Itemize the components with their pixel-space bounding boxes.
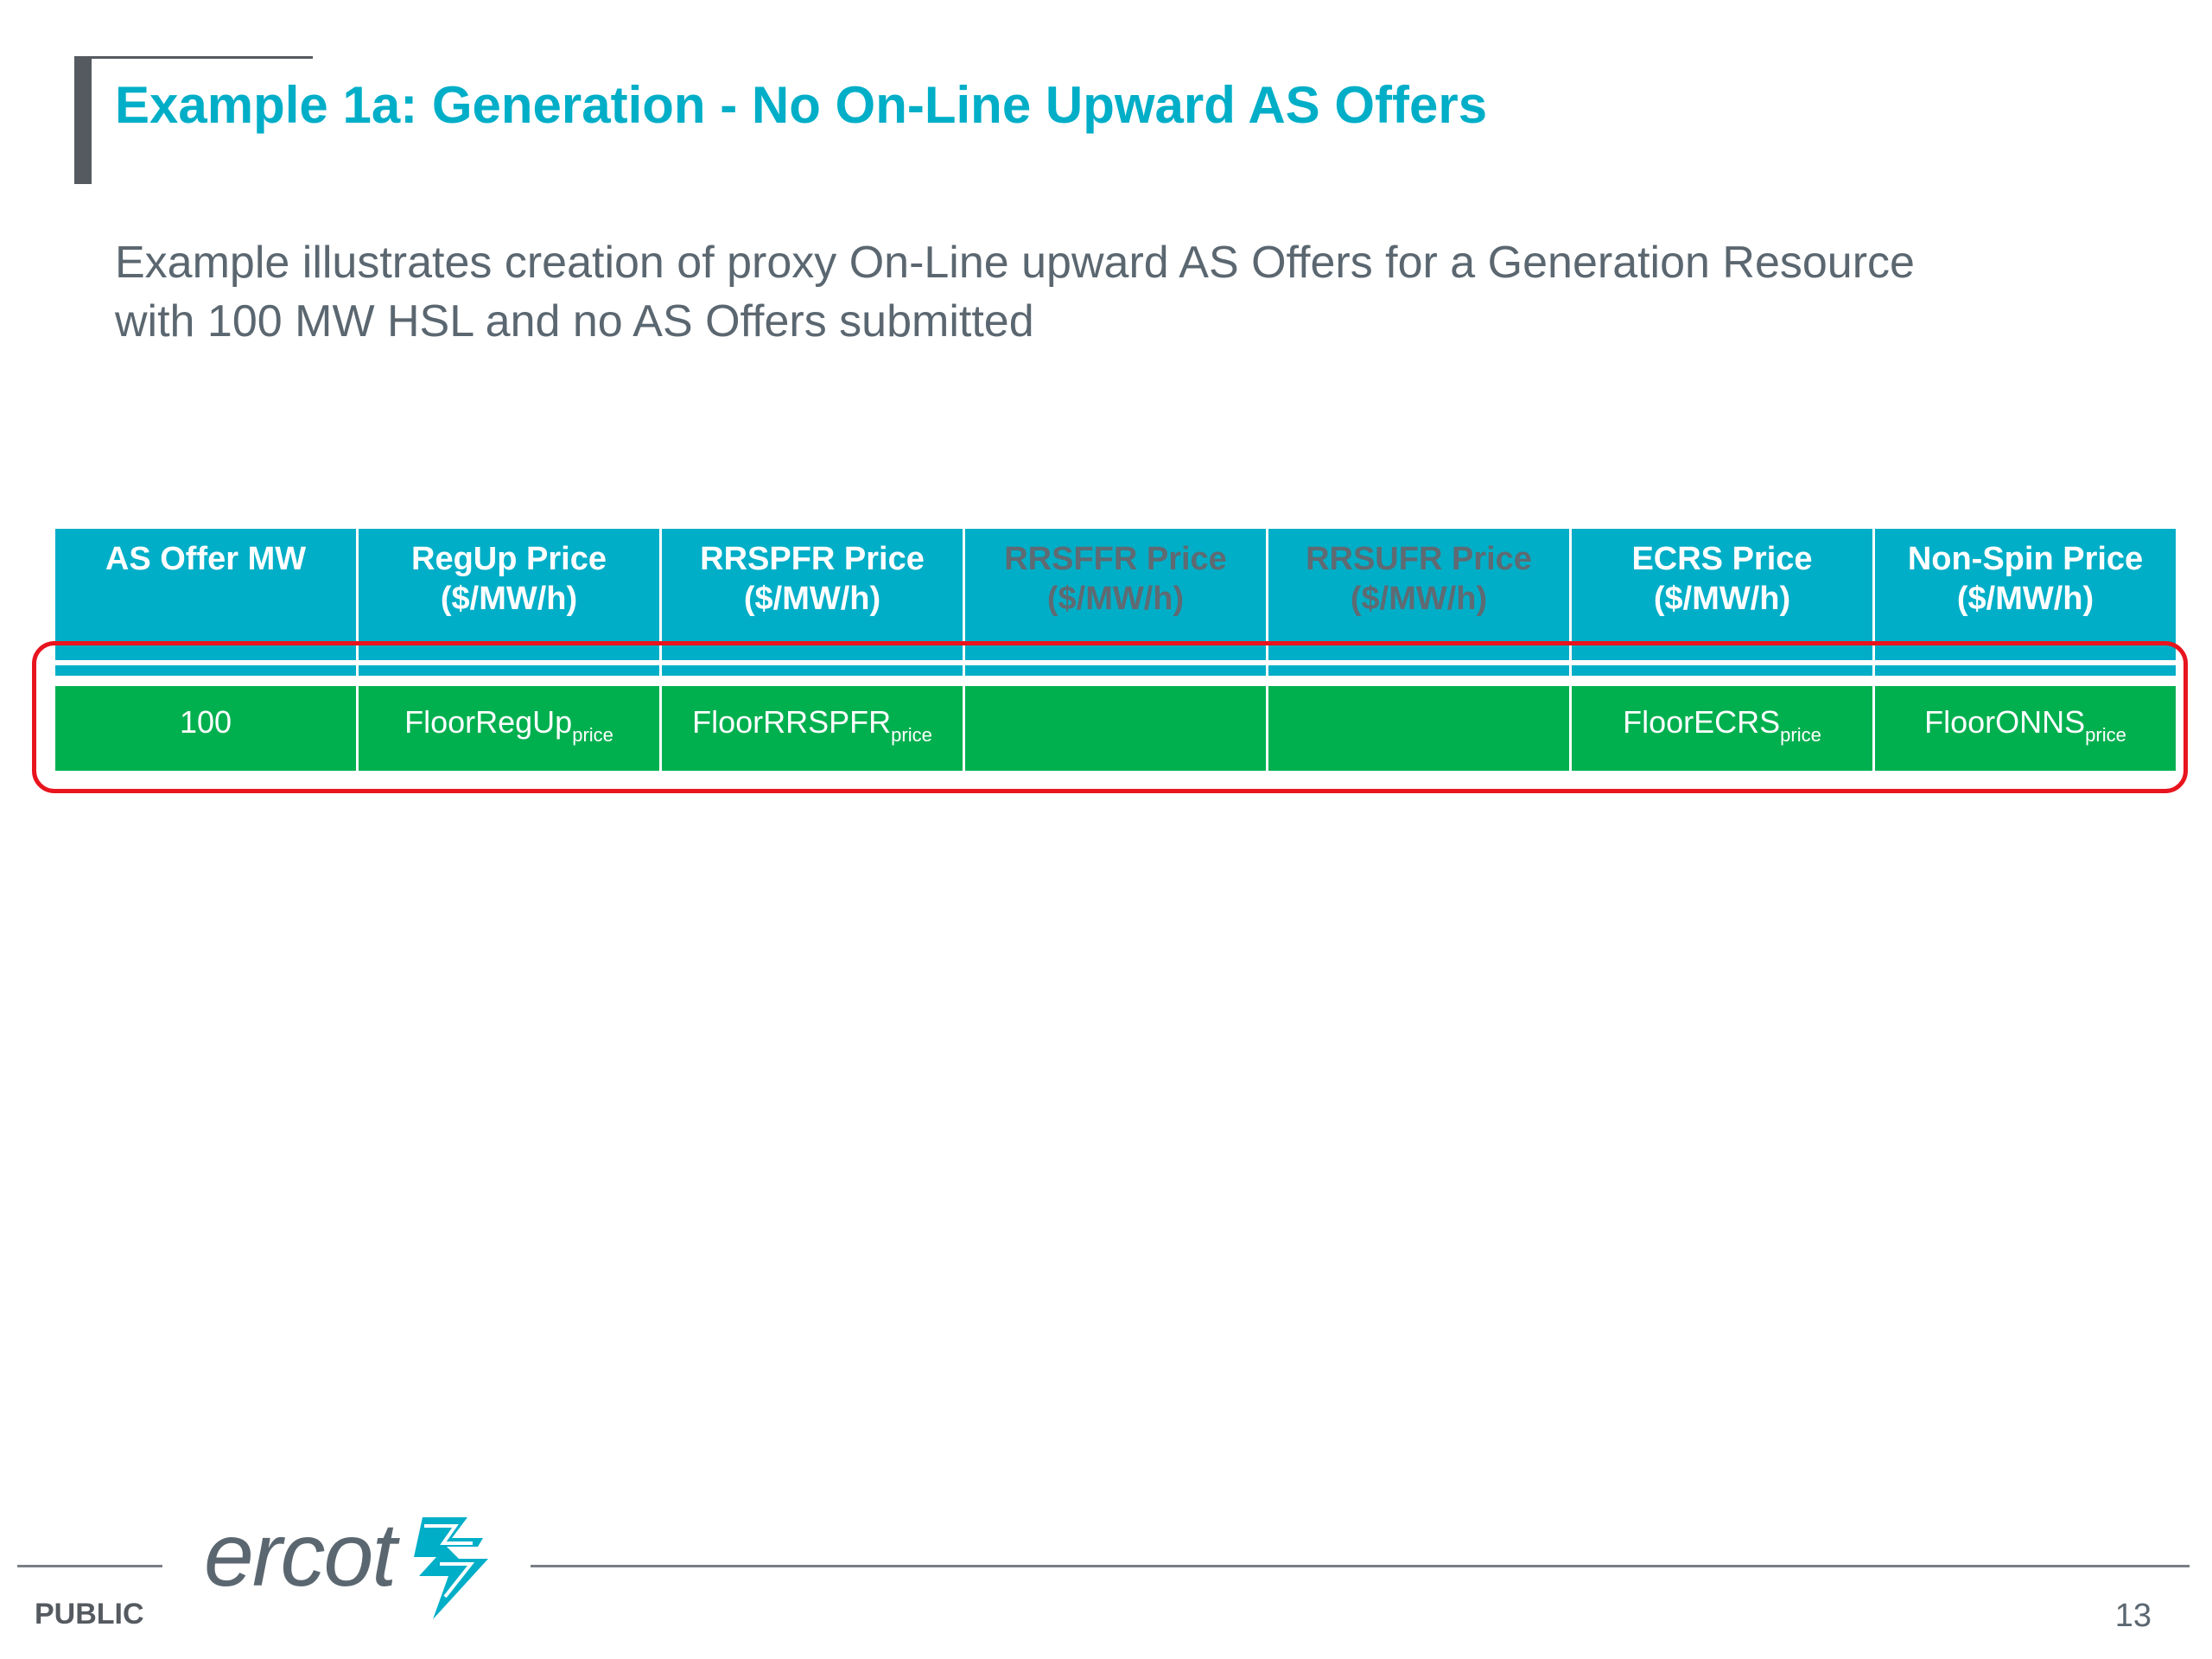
header-rrspfr-price: RRSPFR Price ($/MW/h) xyxy=(662,529,965,660)
header-strip-row xyxy=(55,665,2176,676)
header-regup-price: RegUp Price ($/MW/h) xyxy=(359,529,662,660)
page-number: 13 xyxy=(2114,1598,2152,1634)
header-rrsufr-price: RRSUFR Price ($/MW/h) xyxy=(1268,529,1572,660)
cell-rrspfr-price: FloorRRSPFRprice xyxy=(662,686,965,771)
subtitle-line-1: Example illustrates creation of proxy On… xyxy=(115,238,1915,288)
red-highlight-outline xyxy=(32,641,2188,793)
header-label: RRSFFR Price xyxy=(1004,541,1227,577)
header-unit: ($/MW/h) xyxy=(1956,581,2094,617)
subtitle-line-2: with 100 MW HSL and no AS Offers submitt… xyxy=(115,296,1034,346)
header-strip-cell xyxy=(1268,665,1572,676)
header-label: ECRS Price xyxy=(1631,541,1813,577)
header-label: Non-Spin Price xyxy=(1907,541,2144,577)
cell-value: 100 xyxy=(179,704,232,740)
footer-rule-right xyxy=(531,1565,2190,1567)
lightning-bolt-icon xyxy=(414,1517,488,1619)
cell-subscript: price xyxy=(1780,724,1821,746)
header-strip-cell xyxy=(1875,665,2176,676)
header-rrsffr-price: RRSFFR Price ($/MW/h) xyxy=(965,529,1268,660)
cell-non-spin-price: FloorONNSprice xyxy=(1875,686,2176,771)
cell-value: FloorRegUp xyxy=(404,704,573,740)
cell-value: FloorONNS xyxy=(1924,704,2086,740)
classification-label: PUBLIC xyxy=(35,1598,144,1630)
header-unit: ($/MW/h) xyxy=(440,581,578,617)
title-accent-bar xyxy=(74,56,92,184)
ercot-logo: ercot xyxy=(204,1503,498,1624)
table-row: 100 FloorRegUpprice FloorRRSPFRprice Flo… xyxy=(55,686,2176,771)
header-strip-cell xyxy=(965,665,1268,676)
row-divider xyxy=(55,676,2176,686)
cell-value: FloorRRSPFR xyxy=(692,704,892,740)
header-strip-cell xyxy=(1572,665,1875,676)
footer-rule-left xyxy=(17,1565,162,1567)
header-label: RRSPFR Price xyxy=(700,541,925,577)
header-strip-cell xyxy=(359,665,662,676)
cell-rrsffr-price xyxy=(965,686,1268,771)
cell-subscript: price xyxy=(2085,724,2126,746)
header-unit: ($/MW/h) xyxy=(1653,581,1791,617)
cell-regup-price: FloorRegUpprice xyxy=(359,686,662,771)
header-label: RRSUFR Price xyxy=(1306,541,1532,577)
cell-ecrs-price: FloorECRSprice xyxy=(1572,686,1875,771)
header-label: RegUp Price xyxy=(411,541,607,577)
cell-value: FloorECRS xyxy=(1623,704,1781,740)
title-top-rule xyxy=(75,56,313,59)
header-divider xyxy=(55,660,2176,665)
header-non-spin-price: Non-Spin Price ($/MW/h) xyxy=(1875,529,2176,660)
slide-subtitle: Example illustrates creation of proxy On… xyxy=(115,233,2128,351)
header-unit: ($/MW/h) xyxy=(1350,581,1488,617)
header-label: AS Offer MW xyxy=(105,541,307,577)
header-unit: ($/MW/h) xyxy=(1046,581,1185,617)
as-offer-table: AS Offer MW RegUp Price ($/MW/h) RRSPFR … xyxy=(55,529,2176,771)
header-unit: ($/MW/h) xyxy=(743,581,881,617)
header-ecrs-price: ECRS Price ($/MW/h) xyxy=(1572,529,1875,660)
slide-title: Example 1a: Generation - No On-Line Upwa… xyxy=(115,76,1488,134)
header-strip-cell xyxy=(55,665,359,676)
header-strip-cell xyxy=(662,665,965,676)
table-header-row: AS Offer MW RegUp Price ($/MW/h) RRSPFR … xyxy=(55,529,2176,660)
cell-as-offer-mw: 100 xyxy=(55,686,359,771)
cell-subscript: price xyxy=(572,724,613,746)
cell-rrsufr-price xyxy=(1268,686,1572,771)
logo-wordmark: ercot xyxy=(204,1505,397,1605)
cell-subscript: price xyxy=(891,724,932,746)
header-as-offer-mw: AS Offer MW xyxy=(55,529,359,660)
